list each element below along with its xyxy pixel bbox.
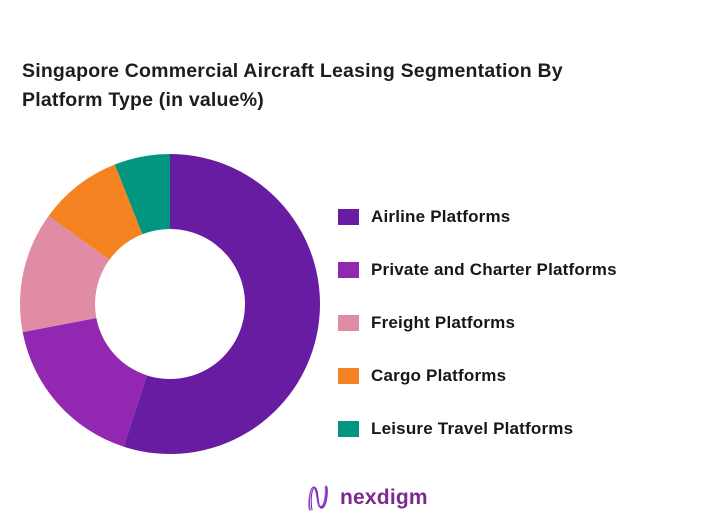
- legend-label-private-and-charter-platforms: Private and Charter Platforms: [371, 260, 617, 279]
- legend-swatch-leisure-travel-platforms: [338, 421, 359, 437]
- legend-item-leisure-travel-platforms: Leisure Travel Platforms: [338, 419, 617, 438]
- page-title-line-1: Singapore Commercial Aircraft Leasing Se…: [22, 60, 563, 82]
- nexdigm-logo-text: nexdigm: [340, 485, 428, 509]
- nexdigm-logo: nexdigm: [306, 482, 428, 513]
- chart-segment-cargo-platforms: [48, 164, 143, 260]
- donut-chart-svg: [20, 154, 320, 454]
- legend-item-cargo-platforms: Cargo Platforms: [338, 366, 617, 385]
- legend-label-freight-platforms: Freight Platforms: [371, 313, 516, 332]
- legend-swatch-freight-platforms: [338, 315, 359, 331]
- chart-segment-leisure-travel-platforms: [114, 154, 170, 235]
- chart-legend: Airline Platforms Private and Charter Pl…: [338, 207, 617, 438]
- legend-label-airline-platforms: Airline Platforms: [371, 207, 511, 226]
- legend-item-private-and-charter-platforms: Private and Charter Platforms: [338, 260, 617, 279]
- legend-swatch-cargo-platforms: [338, 368, 359, 384]
- chart-segment-private-and-charter-platforms: [22, 318, 147, 447]
- legend-item-freight-platforms: Freight Platforms: [338, 313, 617, 332]
- donut-chart: [20, 154, 320, 454]
- chart-segment-freight-platforms: [20, 215, 110, 333]
- legend-swatch-private-and-charter-platforms: [338, 262, 359, 278]
- legend-item-airline-platforms: Airline Platforms: [338, 207, 617, 226]
- page-title: Singapore Commercial Aircraft Leasing Se…: [22, 57, 563, 115]
- chart-segment-airline-platforms: [123, 154, 320, 454]
- legend-label-cargo-platforms: Cargo Platforms: [371, 366, 507, 385]
- nexdigm-logo-icon: [308, 485, 328, 511]
- legend-swatch-airline-platforms: [338, 209, 359, 225]
- legend-label-leisure-travel-platforms: Leisure Travel Platforms: [371, 419, 574, 438]
- page-title-line-2: Platform Type (in value%): [22, 89, 264, 111]
